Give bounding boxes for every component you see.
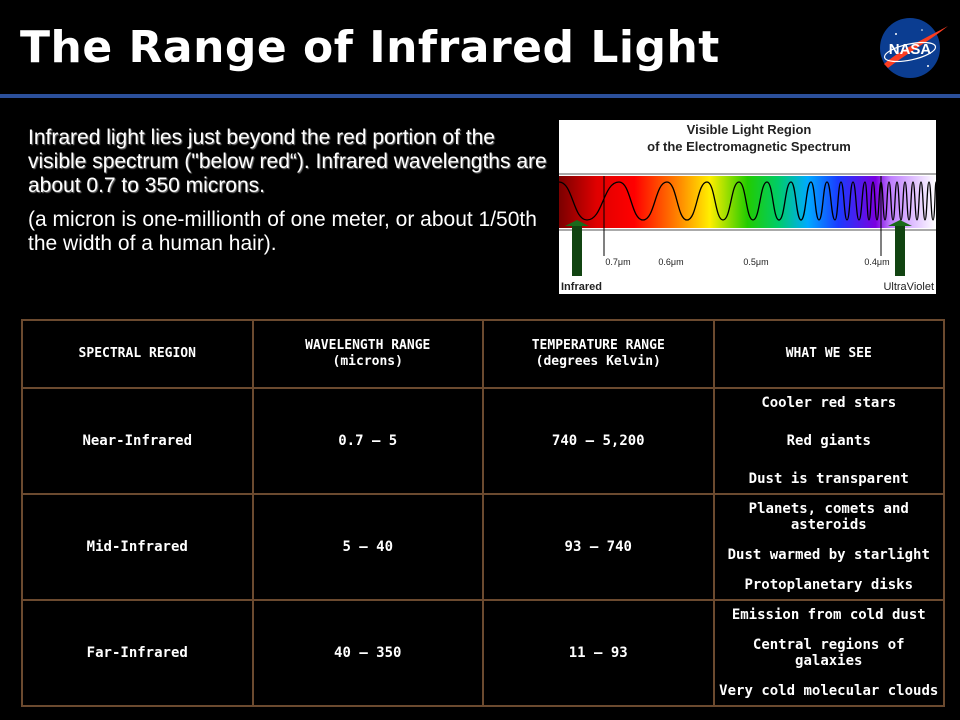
nasa-logo: NASA (880, 18, 948, 78)
wave-curve (559, 181, 936, 221)
see-item: Very cold molecular clouds (719, 683, 939, 699)
intro-text: Infrared light lies just beyond the red … (28, 126, 548, 266)
ultraviolet-arrow-icon (888, 220, 912, 276)
table-row: Far-Infrared 40 – 350 11 – 93 Emission f… (21, 599, 945, 707)
spectrum-title-line-2: of the Electromagnetic Spectrum (647, 139, 851, 154)
see-item: Dust is transparent (748, 471, 909, 487)
cell-wavelength: 5 – 40 (251, 493, 484, 601)
see-item: Protoplanetary disks (744, 577, 914, 593)
tick-label: 0.7μm (605, 257, 630, 267)
cell-wavelength: 40 – 350 (251, 599, 484, 707)
ultraviolet-label: UltraViolet (883, 281, 934, 293)
table-row: Near-Infrared 0.7 – 5 740 – 5,200 Cooler… (21, 387, 945, 495)
cell-region: Far-Infrared (21, 599, 254, 707)
spectrum-title-line-1: Visible Light Region (687, 122, 812, 137)
cell-temperature: 93 – 740 (482, 493, 715, 601)
infrared-label: Infrared (561, 281, 602, 293)
header-wavelength-range: WAVELENGTH RANGE (microns) (251, 319, 484, 389)
tick-label: 0.6μm (658, 257, 683, 267)
header-spectral-region: SPECTRAL REGION (21, 319, 254, 389)
header-temperature-range: TEMPERATURE RANGE (degrees Kelvin) (482, 319, 715, 389)
page-title: The Range of Infrared Light (20, 22, 720, 73)
see-item: Dust warmed by starlight (727, 547, 930, 563)
infrared-range-table: SPECTRAL REGION WAVELENGTH RANGE (microns… (21, 319, 945, 707)
table-header-row: SPECTRAL REGION WAVELENGTH RANGE (microns… (21, 319, 945, 389)
header-what-we-see: WHAT WE SEE (712, 319, 945, 389)
intro-paragraph-2: (a micron is one-millionth of one meter,… (28, 208, 537, 255)
cell-what-we-see: Planets, comets and asteroids Dust warme… (712, 493, 945, 601)
table-row: Mid-Infrared 5 – 40 93 – 740 Planets, co… (21, 493, 945, 601)
intro-paragraph-1: Infrared light lies just beyond the red … (28, 126, 547, 197)
see-item: Planets, comets and asteroids (748, 501, 909, 533)
cell-region: Mid-Infrared (21, 493, 254, 601)
cell-region: Near-Infrared (21, 387, 254, 495)
cell-temperature: 11 – 93 (482, 599, 715, 707)
nasa-logo-text: NASA (889, 41, 932, 58)
cell-what-we-see: Cooler red stars Red giants Dust is tran… (712, 387, 945, 495)
tick-label: 0.4μm (864, 257, 889, 267)
see-item: Red giants (786, 433, 871, 449)
cell-temperature: 740 – 5,200 (482, 387, 715, 495)
see-item: Cooler red stars (761, 395, 897, 411)
title-divider (0, 94, 960, 98)
infrared-arrow-icon (565, 220, 589, 276)
tick-label: 0.5μm (743, 257, 768, 267)
cell-what-we-see: Emission from cold dust Central regions … (712, 599, 945, 707)
visible-spectrum-figure: Visible Light Region of the Electromagne… (559, 120, 936, 294)
see-item: Emission from cold dust (731, 607, 926, 623)
see-item: Central regions of galaxies (752, 637, 905, 669)
cell-wavelength: 0.7 – 5 (251, 387, 484, 495)
